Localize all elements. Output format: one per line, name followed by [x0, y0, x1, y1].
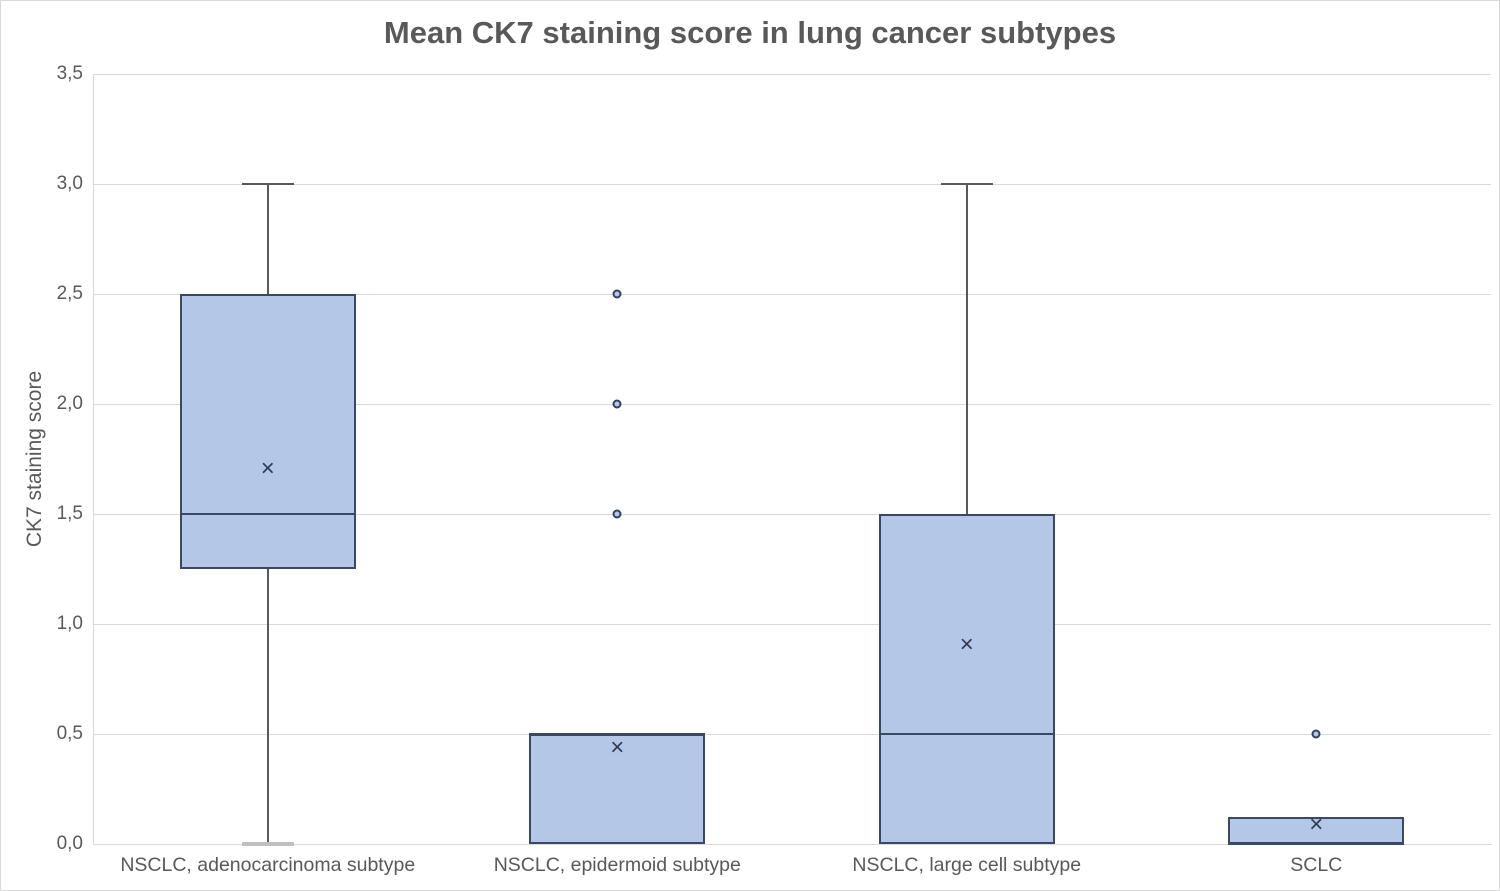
y-tick-label: 2,5 — [56, 283, 83, 304]
box-1 — [179, 294, 356, 569]
x-category-label: SCLC — [1290, 854, 1343, 876]
x-category-label: NSCLC, large cell subtype — [852, 854, 1082, 876]
outlier-dot — [612, 399, 622, 409]
outlier-dot — [1311, 729, 1321, 739]
y-tick-label: 3,5 — [56, 63, 83, 84]
mean-marker: × — [260, 455, 275, 483]
median-line — [1228, 843, 1405, 845]
median-line — [878, 733, 1055, 735]
whisker-upper — [266, 184, 269, 294]
gridline — [93, 403, 1491, 405]
mean-marker: × — [1309, 811, 1324, 839]
plot-area — [93, 74, 1492, 845]
chart-title: Mean CK7 staining score in lung cancer s… — [383, 15, 1117, 50]
y-tick-label: 0,5 — [56, 723, 83, 744]
whisker-upper — [965, 184, 968, 514]
whisker-cap-upper — [241, 183, 294, 185]
y-tick-label: 1,0 — [56, 613, 83, 634]
gridline — [93, 623, 1491, 625]
y-tick-label: 2,0 — [56, 393, 83, 414]
outlier-dot — [612, 509, 622, 519]
whisker-cap-upper — [940, 183, 993, 185]
y-tick-label: 1,5 — [56, 503, 83, 524]
y-tick-label: 3,0 — [56, 173, 83, 194]
gridline — [93, 513, 1491, 515]
whisker-lower — [266, 569, 269, 844]
gridline — [93, 73, 1491, 75]
gridline — [93, 733, 1491, 735]
mean-marker: × — [959, 631, 974, 659]
outlier-dot — [612, 289, 622, 299]
median-line — [179, 513, 356, 515]
x-category-label: NSCLC, epidermoid subtype — [493, 854, 741, 876]
median-line — [529, 733, 706, 735]
x-category-label: NSCLC, adenocarcinoma subtype — [120, 854, 416, 876]
mean-marker: × — [610, 734, 625, 762]
whisker-cap-lower — [241, 842, 294, 846]
gridline — [93, 293, 1491, 295]
box-2 — [529, 734, 706, 844]
gridline — [93, 183, 1491, 185]
box-3 — [878, 514, 1055, 844]
y-tick-label: 0,0 — [56, 833, 83, 854]
